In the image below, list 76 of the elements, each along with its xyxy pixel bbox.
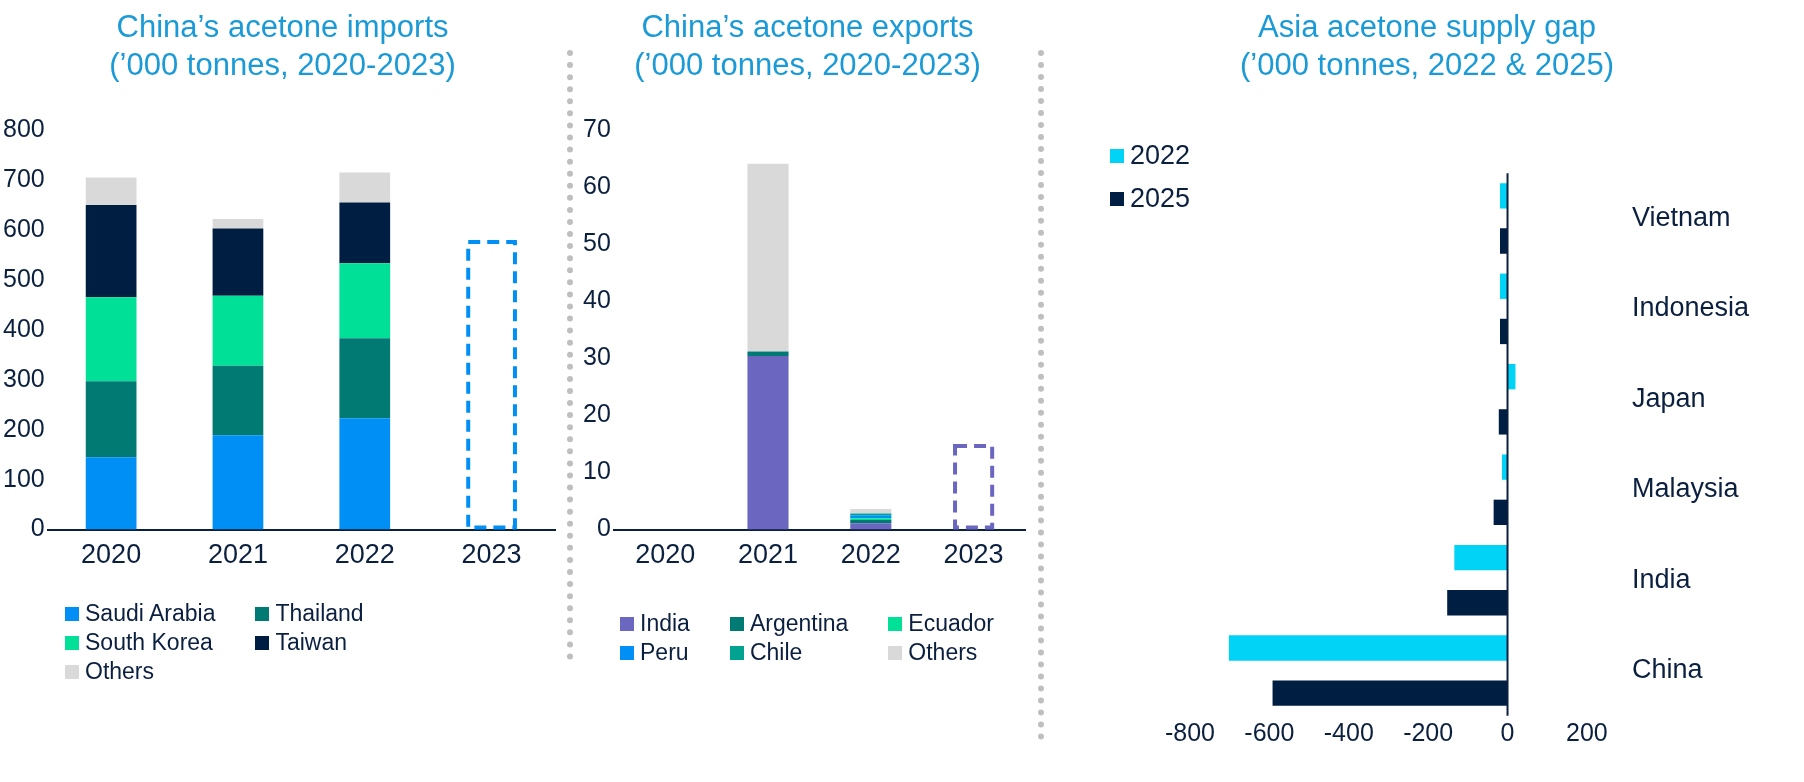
legend-label: Others xyxy=(85,658,155,685)
x-tick-label: 2020 xyxy=(81,539,142,570)
bar xyxy=(212,365,264,436)
legend-label: Saudi Arabia xyxy=(85,600,216,627)
bar xyxy=(747,356,789,530)
y-tick-label: India xyxy=(1631,563,1692,594)
x-tick-label: 2021 xyxy=(207,539,268,570)
chart-subtitle: (’000 tonnes, 2020-2023) xyxy=(633,46,982,84)
chart-title: Asia acetone supply gap xyxy=(1257,8,1597,46)
y-tick-label: Japan xyxy=(1631,382,1706,413)
y-tick-label: 800 xyxy=(2,113,45,142)
legend-label: Chile xyxy=(749,639,803,666)
x-tick-label: -400 xyxy=(1323,717,1374,746)
bar xyxy=(850,509,892,514)
bar xyxy=(212,435,264,530)
bar xyxy=(339,263,391,339)
y-tick-label: 70 xyxy=(583,113,611,142)
x-tick-label: -200 xyxy=(1403,717,1454,746)
legend-label: India xyxy=(640,610,690,637)
x-tick-label: 2023 xyxy=(943,539,1004,570)
bar xyxy=(85,297,137,382)
y-tick-label: 100 xyxy=(2,463,45,492)
bar xyxy=(212,295,264,366)
bar xyxy=(747,163,789,352)
y-tick-label: 500 xyxy=(2,263,45,292)
y-tick-label: 10 xyxy=(583,456,611,485)
legend-label: 2022 xyxy=(1130,140,1191,171)
y-tick-label: 0 xyxy=(596,513,611,542)
y-tick-label: Malaysia xyxy=(1631,473,1740,504)
y-tick-label: 30 xyxy=(583,342,611,371)
x-tick-label: 2022 xyxy=(334,539,395,570)
chart-title: China’s acetone exports xyxy=(640,8,975,46)
chart-subtitle: (’000 tonnes, 2022 & 2025) xyxy=(1239,46,1615,84)
legend-label: Argentina xyxy=(749,610,849,637)
y-tick-label: China xyxy=(1631,654,1704,685)
legend-label: Thailand xyxy=(275,600,364,627)
bar xyxy=(85,381,137,458)
y-tick-label: 400 xyxy=(2,313,45,342)
x-tick-label: 2021 xyxy=(737,539,799,570)
bar xyxy=(339,202,391,264)
bar xyxy=(339,172,391,203)
y-tick-label: 300 xyxy=(2,363,45,392)
legend-label: Ecuador xyxy=(908,610,995,637)
chart-title: China’s acetone imports xyxy=(115,8,450,46)
legend-label: Taiwan xyxy=(275,629,348,656)
y-tick-label: 200 xyxy=(2,413,45,442)
bar xyxy=(339,338,391,419)
y-tick-label: 600 xyxy=(2,213,45,242)
x-tick-label: 2022 xyxy=(840,539,901,570)
bar xyxy=(85,457,137,530)
x-tick-label: 200 xyxy=(1566,717,1608,746)
y-tick-label: 20 xyxy=(583,399,611,428)
x-tick-label: -600 xyxy=(1244,717,1295,746)
y-tick-label: 60 xyxy=(583,170,611,199)
x-tick-label: 2023 xyxy=(461,539,522,570)
legend-label: 2025 xyxy=(1130,183,1191,214)
y-tick-label: 700 xyxy=(2,163,45,192)
y-tick-label: Vietnam xyxy=(1631,201,1731,232)
y-tick-label: Indonesia xyxy=(1631,292,1750,323)
legend-label: Others xyxy=(908,639,978,666)
bar xyxy=(212,218,264,229)
bar xyxy=(212,228,264,296)
bar xyxy=(85,204,137,298)
bar xyxy=(85,177,137,205)
legend-label: South Korea xyxy=(85,629,213,656)
bar xyxy=(850,523,892,530)
y-tick-label: 0 xyxy=(30,513,45,542)
x-tick-label: 0 xyxy=(1500,717,1515,746)
x-tick-label: 2020 xyxy=(635,539,696,570)
bar xyxy=(747,351,789,357)
y-tick-label: 50 xyxy=(583,228,611,257)
legend-label: Peru xyxy=(640,639,689,666)
y-tick-label: 40 xyxy=(583,285,611,314)
x-tick-label: -800 xyxy=(1164,717,1216,746)
chart-subtitle: (’000 tonnes, 2020-2023) xyxy=(108,46,457,84)
bar xyxy=(339,418,391,530)
